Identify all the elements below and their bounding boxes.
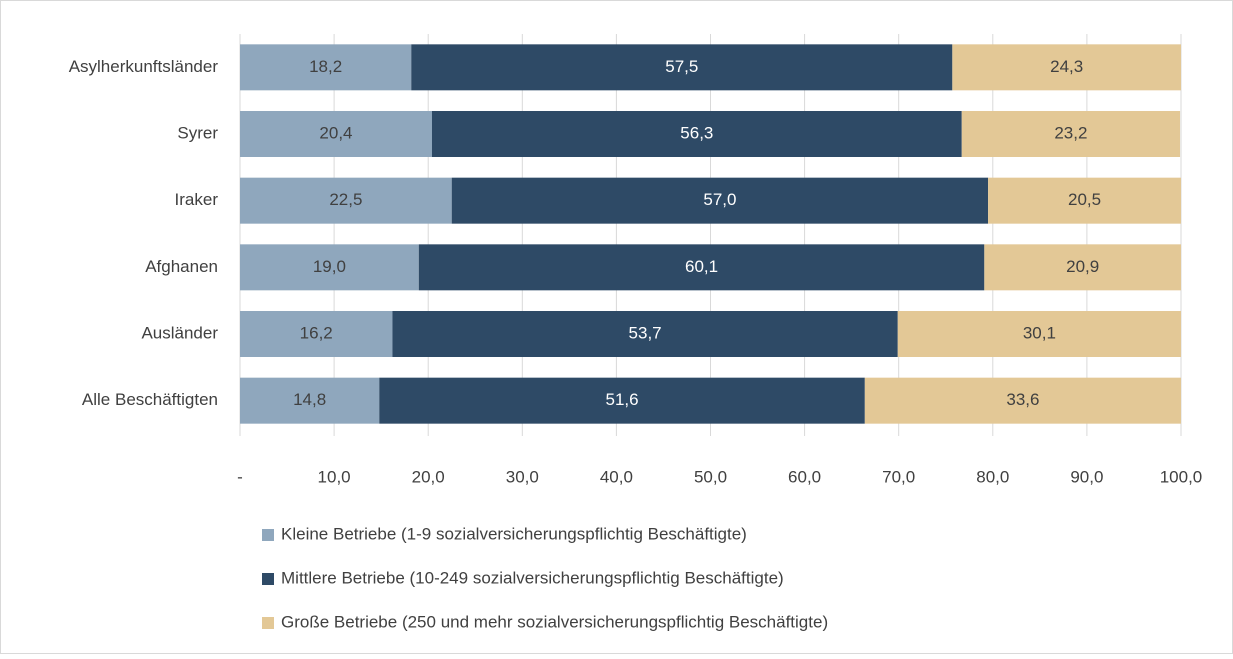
data-label: 19,0 (313, 257, 346, 276)
bar-segment (418, 244, 985, 291)
data-label: 22,5 (329, 190, 362, 209)
data-label: 57,0 (703, 190, 736, 209)
bar-segment (451, 177, 989, 224)
data-label: 14,8 (293, 390, 326, 409)
legend-label: Kleine Betriebe (1-9 sozialversicherungs… (281, 524, 747, 543)
data-label: 20,4 (319, 123, 352, 142)
x-tick-label: 50,0 (694, 467, 727, 486)
bar-segment (897, 311, 1181, 357)
x-tick-label: 60,0 (788, 467, 821, 486)
data-label: 20,5 (1068, 190, 1101, 209)
y-tick-label: Iraker (175, 190, 219, 209)
y-tick-label: Afghanen (145, 257, 218, 276)
bar-segment (379, 377, 865, 424)
legend-swatch (262, 617, 274, 629)
data-label: 30,1 (1023, 323, 1056, 342)
data-label: 18,2 (309, 57, 342, 76)
data-label: 20,9 (1066, 257, 1099, 276)
bar-segment (988, 177, 1181, 224)
data-label: 33,6 (1006, 390, 1039, 409)
bar-segment (392, 311, 898, 357)
x-tick-label: 30,0 (506, 467, 539, 486)
bar-segment (240, 111, 432, 157)
data-label: 56,3 (680, 123, 713, 142)
legend-swatch (262, 573, 274, 585)
bar-segment (240, 311, 393, 357)
y-tick-label: Ausländer (141, 323, 218, 342)
data-label: 53,7 (629, 323, 662, 342)
bar-segment (961, 111, 1181, 157)
x-tick-label: 70,0 (882, 467, 915, 486)
bar-segment (240, 244, 419, 291)
data-label: 24,3 (1050, 57, 1083, 76)
data-label: 57,5 (665, 57, 698, 76)
x-tick-label: 90,0 (1070, 467, 1103, 486)
legend-swatch (262, 529, 274, 541)
bar-segment (240, 177, 452, 224)
x-tick-label: 80,0 (976, 467, 1009, 486)
y-tick-label: Asylherkunftsländer (69, 57, 219, 76)
bar-segment (411, 44, 953, 91)
data-label: 51,6 (605, 390, 638, 409)
y-tick-label: Alle Beschäftigten (82, 390, 218, 409)
bar-segment (984, 244, 1181, 291)
data-label: 23,2 (1054, 123, 1087, 142)
legend-label: Mittlere Betriebe (10-249 sozialversiche… (281, 568, 784, 587)
x-tick-label: 100,0 (1160, 467, 1203, 486)
bar-segment (952, 44, 1181, 91)
bar-segment (864, 377, 1181, 424)
bar-segment (240, 377, 380, 424)
y-tick-label: Syrer (177, 123, 218, 142)
x-tick-label: 40,0 (600, 467, 633, 486)
legend-label: Große Betriebe (250 und mehr sozialversi… (281, 612, 828, 631)
data-label: 60,1 (685, 257, 718, 276)
x-tick-label: 10,0 (318, 467, 351, 486)
x-tick-label: - (237, 467, 243, 486)
bar-segment (431, 111, 962, 157)
data-label: 16,2 (300, 323, 333, 342)
bar-segment (240, 44, 412, 91)
x-tick-label: 20,0 (412, 467, 445, 486)
